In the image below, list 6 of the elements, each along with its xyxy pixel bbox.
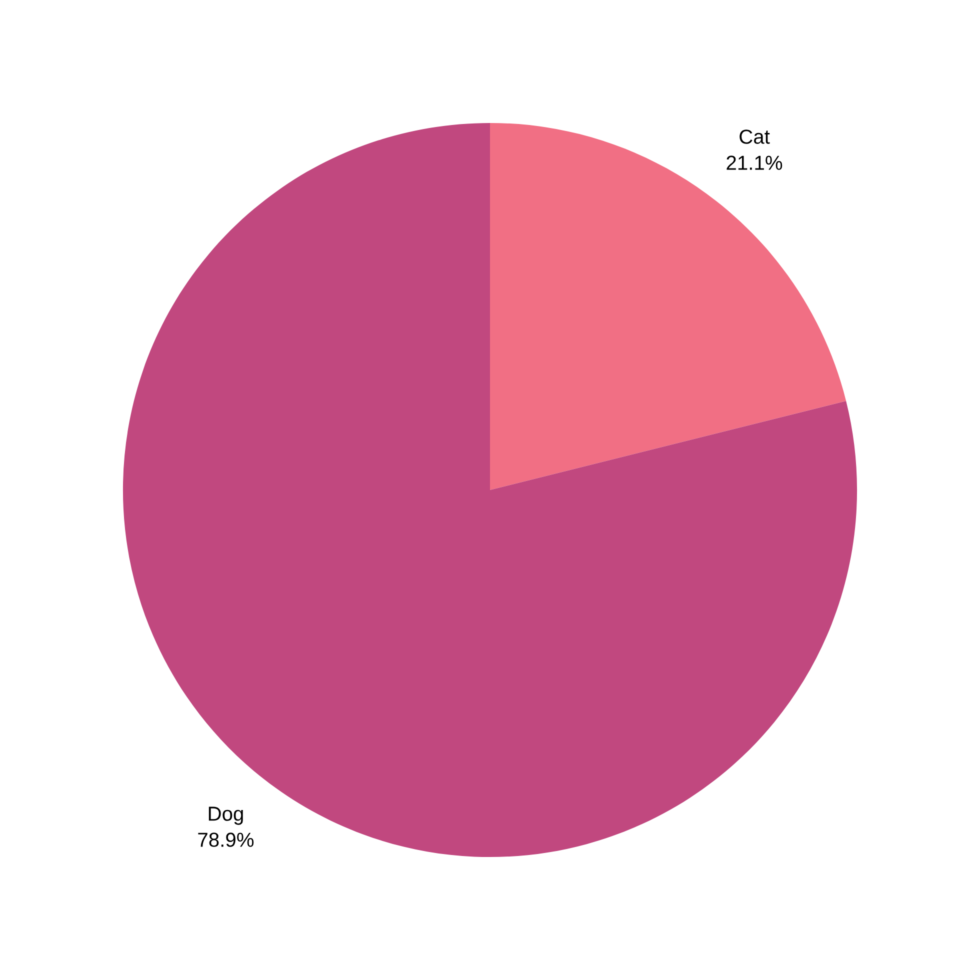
- pie-slice: [490, 122, 846, 490]
- slice-label: Dog: [208, 806, 243, 825]
- slice-label: Cat: [740, 130, 770, 144]
- data-label: 21.1%: [726, 156, 782, 170]
- pie-slice: [122, 122, 858, 858]
- data-label: 78.9%: [198, 832, 254, 847]
